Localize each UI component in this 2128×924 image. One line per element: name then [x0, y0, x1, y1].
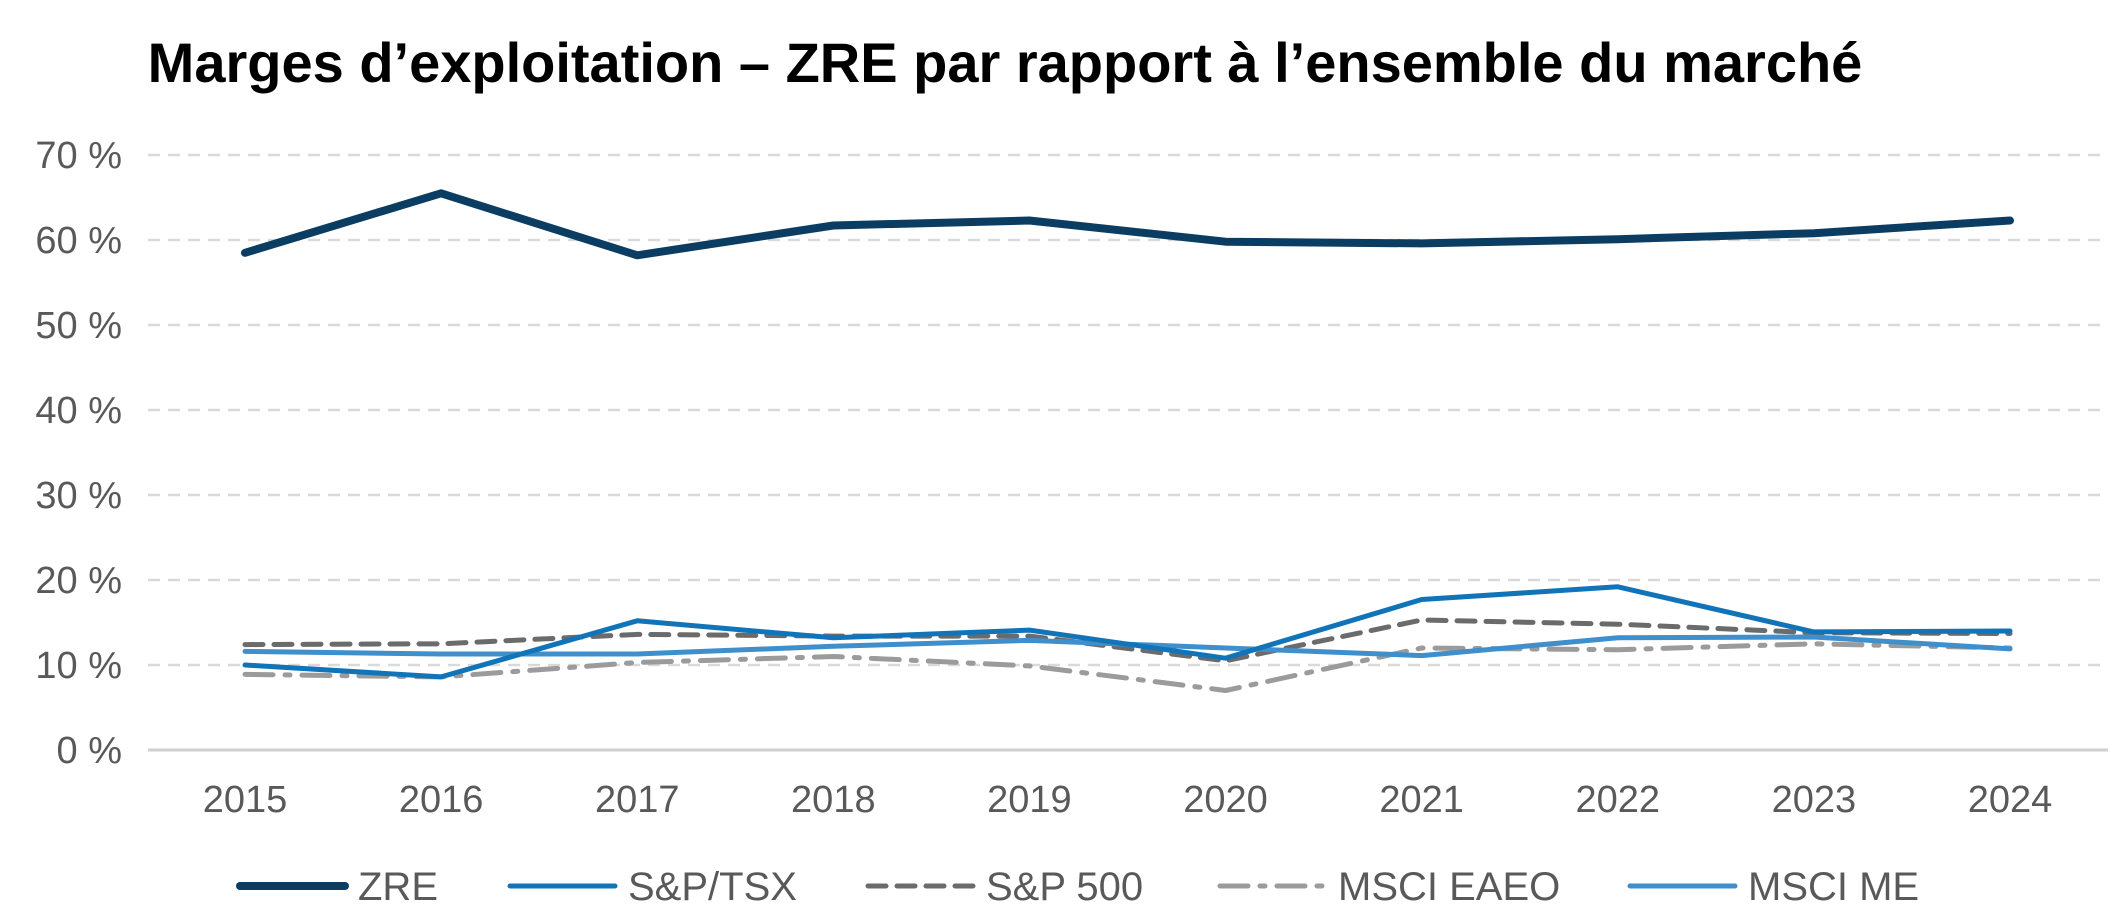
y-tick-label: 0 % [57, 730, 122, 772]
x-tick-label: 2023 [1772, 779, 1857, 821]
legend-label: ZRE [358, 865, 438, 909]
y-tick-label: 50 % [35, 305, 122, 347]
legend-label: MSCI EAEO [1338, 865, 1560, 909]
y-tick-label: 40 % [35, 390, 122, 432]
y-tick-label: 30 % [35, 475, 122, 517]
x-tick-label: 2018 [791, 779, 876, 821]
x-tick-label: 2022 [1576, 779, 1661, 821]
x-tick-label: 2017 [595, 779, 680, 821]
x-tick-label: 2015 [203, 779, 288, 821]
y-tick-label: 20 % [35, 560, 122, 602]
series-line-msci-eaeo [242, 641, 2013, 693]
x-tick-label: 2019 [987, 779, 1072, 821]
y-tick-label: 70 % [35, 135, 122, 177]
x-tick-label: 2024 [1968, 779, 2053, 821]
series-line-s-p-500 [242, 617, 2013, 664]
x-tick-label: 2021 [1379, 779, 1464, 821]
y-tick-label: 60 % [35, 220, 122, 262]
series-line-zre [241, 189, 2014, 260]
x-tick-label: 2016 [399, 779, 484, 821]
series-line-s-p-tsx [242, 584, 2013, 680]
legend-label: MSCI ME [1748, 865, 1919, 909]
legend-label: S&P/TSX [628, 865, 797, 909]
chart-title: Marges d’exploitation – ZRE par rapport … [147, 31, 1863, 94]
y-tick-label: 10 % [35, 645, 122, 687]
legend-label: S&P 500 [986, 865, 1143, 909]
x-tick-label: 2020 [1183, 779, 1268, 821]
